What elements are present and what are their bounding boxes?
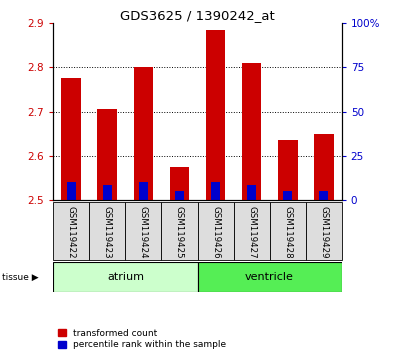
- Bar: [306, 202, 342, 260]
- Text: GSM119425: GSM119425: [175, 206, 184, 259]
- Bar: [162, 202, 198, 260]
- Text: tissue ▶: tissue ▶: [2, 273, 39, 281]
- Bar: [211, 182, 220, 200]
- Text: ventricle: ventricle: [245, 272, 294, 282]
- Text: GSM119429: GSM119429: [319, 206, 328, 259]
- Bar: [206, 30, 226, 200]
- Bar: [233, 202, 270, 260]
- Bar: [198, 262, 342, 292]
- Bar: [103, 184, 112, 200]
- Bar: [270, 202, 306, 260]
- Bar: [98, 109, 117, 200]
- Text: GDS3625 / 1390242_at: GDS3625 / 1390242_at: [120, 9, 275, 22]
- Text: GSM119422: GSM119422: [67, 206, 76, 259]
- Text: GSM119424: GSM119424: [139, 206, 148, 259]
- Bar: [198, 202, 233, 260]
- Text: atrium: atrium: [107, 272, 144, 282]
- Text: GSM119427: GSM119427: [247, 206, 256, 259]
- Bar: [126, 202, 162, 260]
- Bar: [134, 67, 153, 200]
- Bar: [319, 191, 328, 200]
- Bar: [278, 140, 297, 200]
- Bar: [283, 191, 292, 200]
- Bar: [169, 167, 189, 200]
- Bar: [175, 191, 184, 200]
- Bar: [314, 134, 333, 200]
- Bar: [67, 182, 76, 200]
- Text: GSM119426: GSM119426: [211, 206, 220, 259]
- Bar: [242, 63, 261, 200]
- Text: GSM119423: GSM119423: [103, 206, 112, 259]
- Bar: [53, 262, 198, 292]
- Text: GSM119428: GSM119428: [283, 206, 292, 259]
- Bar: [53, 202, 89, 260]
- Legend: transformed count, percentile rank within the sample: transformed count, percentile rank withi…: [58, 329, 226, 349]
- Bar: [247, 184, 256, 200]
- Bar: [139, 182, 148, 200]
- Bar: [89, 202, 126, 260]
- Bar: [62, 78, 81, 200]
